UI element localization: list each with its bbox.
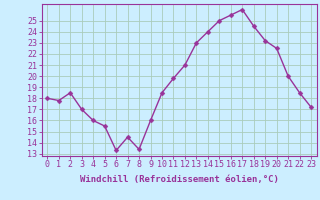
X-axis label: Windchill (Refroidissement éolien,°C): Windchill (Refroidissement éolien,°C) — [80, 175, 279, 184]
